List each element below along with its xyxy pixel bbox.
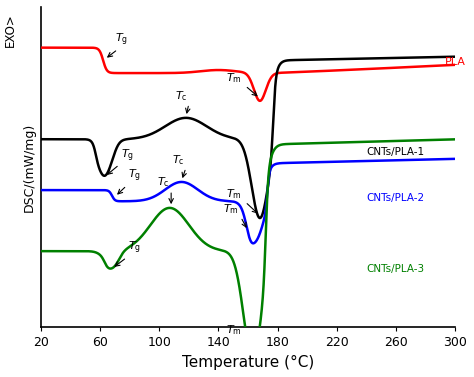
X-axis label: Temperature (°C): Temperature (°C): [182, 355, 314, 370]
Text: $\mathit{T}_\mathregular{c}$: $\mathit{T}_\mathregular{c}$: [172, 153, 184, 167]
Text: $\mathit{T}_\mathregular{g}$: $\mathit{T}_\mathregular{g}$: [128, 240, 141, 256]
Text: CNTs/PLA-1: CNTs/PLA-1: [366, 147, 425, 157]
Text: $\mathit{T}_\mathregular{c}$: $\mathit{T}_\mathregular{c}$: [175, 89, 187, 103]
Text: EXO>: EXO>: [3, 13, 17, 47]
Text: $\mathit{T}_\mathregular{m}$: $\mathit{T}_\mathregular{m}$: [227, 71, 242, 84]
Text: CNTs/PLA-2: CNTs/PLA-2: [366, 193, 425, 203]
Text: $\mathit{T}_\mathregular{m}$: $\mathit{T}_\mathregular{m}$: [227, 323, 242, 337]
Text: $\mathit{T}_\mathregular{g}$: $\mathit{T}_\mathregular{g}$: [128, 168, 141, 184]
Text: $\mathit{T}_\mathregular{c}$: $\mathit{T}_\mathregular{c}$: [157, 175, 170, 189]
Text: $\mathit{T}_\mathregular{m}$: $\mathit{T}_\mathregular{m}$: [223, 202, 239, 216]
Text: $\mathit{T}_\mathregular{m}$: $\mathit{T}_\mathregular{m}$: [227, 187, 242, 201]
Text: PLA: PLA: [445, 57, 465, 67]
Text: CNTs/PLA-3: CNTs/PLA-3: [366, 264, 425, 274]
Text: $\mathit{T}_\mathregular{g}$: $\mathit{T}_\mathregular{g}$: [115, 32, 128, 48]
Text: $\mathit{T}_\mathregular{g}$: $\mathit{T}_\mathregular{g}$: [121, 147, 134, 164]
Y-axis label: DSC/(mW/mg): DSC/(mW/mg): [22, 123, 36, 212]
